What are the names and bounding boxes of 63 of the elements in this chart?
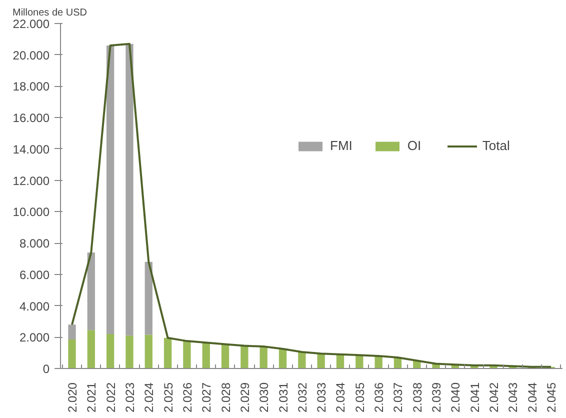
x-tick-label: 2.040 bbox=[448, 382, 463, 413]
x-tick-label: 2.041 bbox=[468, 382, 482, 413]
bar bbox=[144, 334, 152, 368]
bar bbox=[202, 342, 210, 368]
y-axis-title: Millones de USD bbox=[12, 8, 87, 18]
y-tick-label: 12.000 bbox=[12, 174, 50, 188]
x-tick-label: 2.025 bbox=[161, 382, 176, 413]
bar bbox=[126, 44, 134, 336]
bar bbox=[126, 336, 134, 368]
x-tick-label: 2.024 bbox=[142, 382, 156, 413]
x-tick-label: 2.022 bbox=[104, 382, 118, 413]
legend-label: FMI bbox=[330, 138, 352, 153]
bar bbox=[298, 352, 306, 368]
bar bbox=[278, 348, 287, 368]
x-tick-label: 2.036 bbox=[372, 382, 386, 413]
bar bbox=[183, 341, 191, 368]
bar bbox=[87, 330, 95, 368]
x-tick-label: 2.028 bbox=[218, 382, 233, 413]
y-tick-label: 18.000 bbox=[12, 80, 50, 94]
y-tick-label: 2.000 bbox=[19, 330, 50, 345]
bar bbox=[106, 45, 114, 334]
x-tick-label: 2.021 bbox=[84, 382, 99, 413]
y-tick-label: 10.000 bbox=[12, 205, 50, 220]
legend-label: Total bbox=[482, 138, 510, 153]
legend-label: OI bbox=[407, 138, 422, 153]
x-tick-label: 2.027 bbox=[200, 382, 214, 413]
x-tick-label: 2.023 bbox=[122, 382, 137, 413]
x-tick-label: 2.035 bbox=[352, 382, 367, 413]
bar bbox=[164, 338, 172, 368]
bar bbox=[374, 356, 382, 368]
bar bbox=[106, 334, 114, 368]
y-tick-label: 0 bbox=[42, 362, 50, 376]
x-tick-label: 2.043 bbox=[506, 382, 520, 413]
bar bbox=[221, 344, 230, 368]
y-tick-label: 16.000 bbox=[12, 111, 50, 126]
bar bbox=[144, 262, 152, 335]
x-tick-label: 2.032 bbox=[295, 382, 310, 413]
line-series bbox=[70, 42, 552, 368]
bar bbox=[317, 354, 325, 368]
bar bbox=[87, 252, 95, 330]
x-tick-label: 2.029 bbox=[238, 382, 252, 413]
bar bbox=[68, 339, 76, 368]
y-tick-label: 22.000 bbox=[12, 17, 50, 31]
bar bbox=[260, 346, 268, 368]
y-tick-label: 6.000 bbox=[19, 268, 50, 282]
x-tick-label: 2.038 bbox=[410, 382, 424, 413]
bar bbox=[240, 346, 248, 368]
y-tick-label: 8.000 bbox=[19, 236, 50, 251]
x-tick-label: 2.030 bbox=[257, 382, 272, 413]
y-tick-label: 14.000 bbox=[12, 142, 50, 156]
x-tick-label: 2.037 bbox=[391, 382, 406, 413]
x-tick-label: 2.042 bbox=[487, 382, 502, 413]
x-tick-label: 2.026 bbox=[180, 382, 194, 413]
y-tick-label: 20.000 bbox=[12, 48, 50, 62]
x-tick-label: 2.034 bbox=[334, 382, 348, 413]
x-tick-label: 2.039 bbox=[430, 382, 444, 413]
x-tick-label: 2.031 bbox=[276, 382, 290, 413]
x-tick-label: 2.044 bbox=[525, 382, 540, 413]
y-tick-label: 4.000 bbox=[19, 299, 50, 314]
x-tick-label: 2.020 bbox=[65, 382, 80, 413]
x-tick-label: 2.033 bbox=[314, 382, 329, 413]
bar bbox=[68, 324, 76, 340]
x-tick-label: 2.045 bbox=[544, 382, 559, 413]
